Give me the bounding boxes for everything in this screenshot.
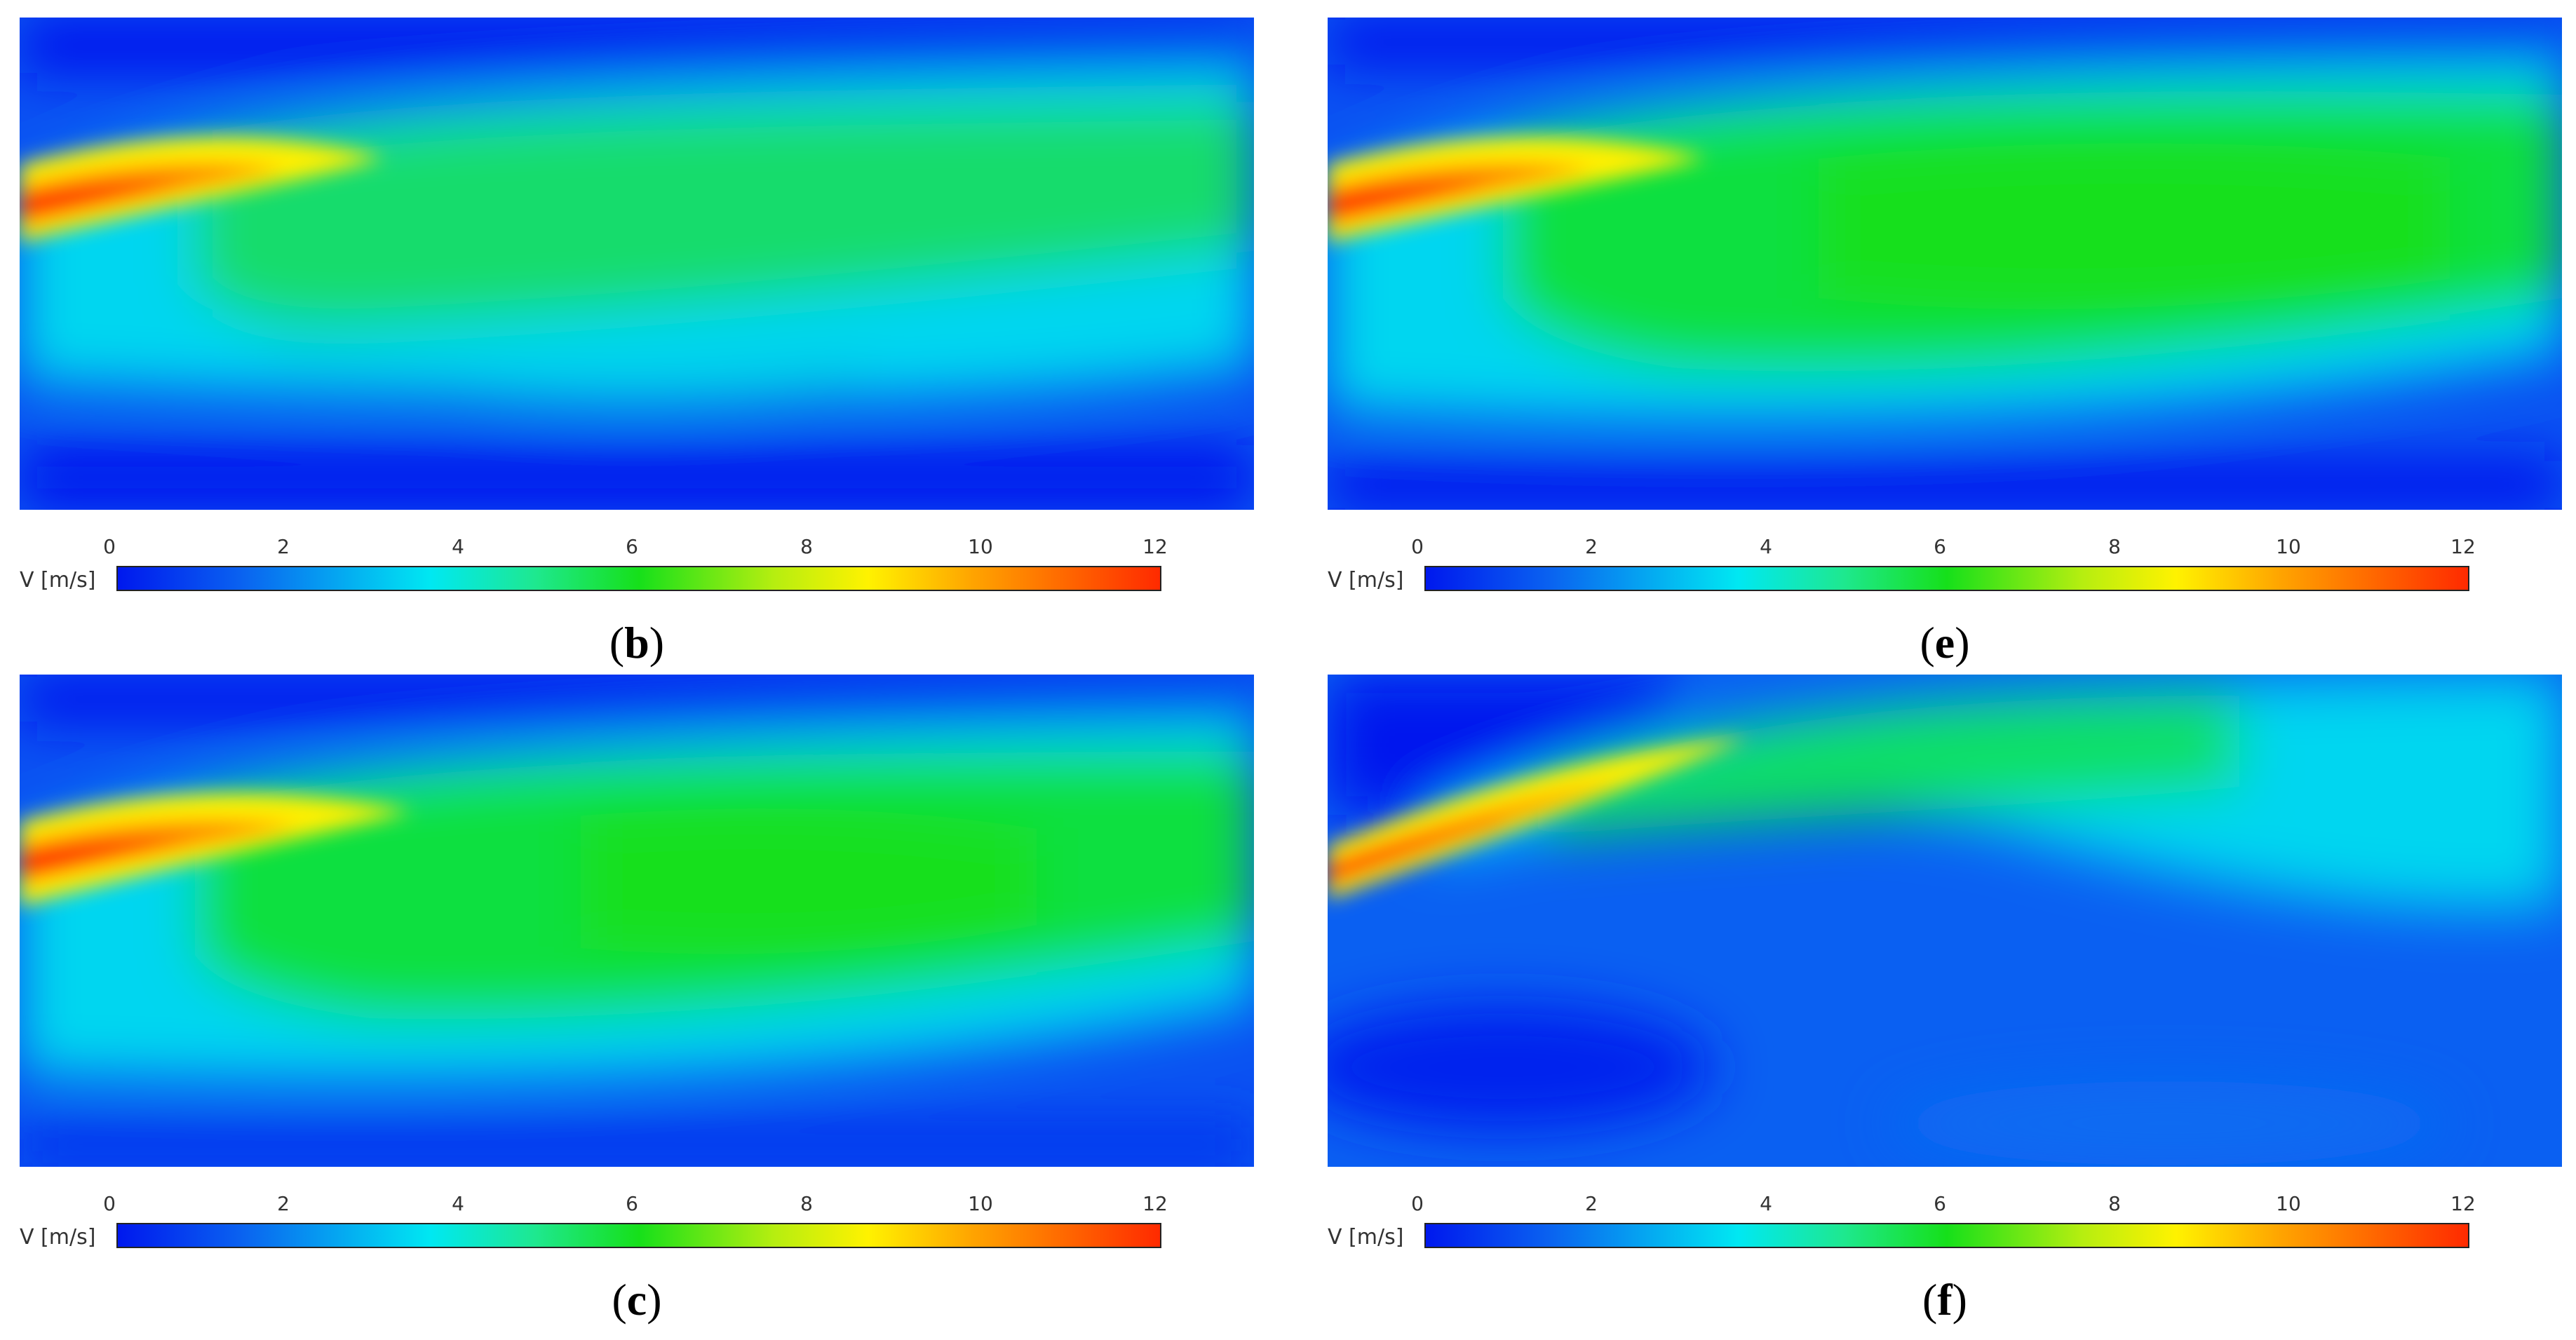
colorbar-tick: 0 bbox=[103, 535, 116, 558]
panel-caption: (e) bbox=[1920, 618, 1970, 668]
colorbar-tick: 4 bbox=[1760, 535, 1772, 558]
colorbar-tick: 12 bbox=[2450, 535, 2476, 558]
colorbar-tick: 2 bbox=[1585, 1192, 1598, 1215]
colorbar-gradient bbox=[116, 566, 1161, 591]
colorbar-tick: 10 bbox=[2276, 535, 2301, 558]
colorbar-tick: 8 bbox=[800, 1192, 813, 1215]
colorbar-label: V [m/s] bbox=[20, 1225, 96, 1250]
colorbar-tick: 8 bbox=[2108, 1192, 2121, 1215]
velocity-field-plot-e bbox=[1328, 18, 2562, 510]
panel-caption: (c) bbox=[612, 1275, 662, 1325]
colorbar-tick: 4 bbox=[1760, 1192, 1772, 1215]
panel-caption: (f) bbox=[1922, 1275, 1967, 1325]
colorbar-tick: 2 bbox=[277, 535, 290, 558]
colorbar-label: V [m/s] bbox=[20, 568, 96, 593]
colorbar-label: V [m/s] bbox=[1328, 568, 1404, 593]
velocity-field-plot-b bbox=[20, 18, 1254, 510]
velocity-field-plot-c bbox=[20, 675, 1254, 1167]
panel-e: 0 2 4 6 8 10 12 V [m/s] (e) bbox=[1328, 18, 2562, 677]
colorbar-tick: 0 bbox=[1411, 1192, 1424, 1215]
colorbar-tick: 6 bbox=[626, 535, 638, 558]
colorbar-gradient bbox=[1424, 566, 2469, 591]
colorbar-ticks: 0 2 4 6 8 10 12 bbox=[1328, 1192, 2562, 1220]
velocity-field-plot-f bbox=[1328, 675, 2562, 1167]
colorbar-tick: 6 bbox=[1934, 535, 1946, 558]
panel-b: 0 2 4 6 8 10 12 V [m/s] (b) bbox=[20, 18, 1254, 677]
colorbar-gradient bbox=[1424, 1223, 2469, 1248]
colorbar-tick: 12 bbox=[2450, 1192, 2476, 1215]
panel-caption: (b) bbox=[609, 618, 665, 668]
colorbar-tick: 2 bbox=[1585, 535, 1598, 558]
colorbar-tick: 10 bbox=[968, 1192, 993, 1215]
colorbar-tick: 6 bbox=[1934, 1192, 1946, 1215]
colorbar-tick: 0 bbox=[1411, 535, 1424, 558]
colorbar-ticks: 0 2 4 6 8 10 12 bbox=[1328, 535, 2562, 563]
colorbar-tick: 8 bbox=[2108, 535, 2121, 558]
colorbar-tick: 8 bbox=[800, 535, 813, 558]
colorbar-ticks: 0 2 4 6 8 10 12 bbox=[20, 535, 1254, 563]
colorbar-gradient bbox=[116, 1223, 1161, 1248]
colorbar-tick: 4 bbox=[452, 1192, 464, 1215]
colorbar-tick: 10 bbox=[968, 535, 993, 558]
colorbar-tick: 12 bbox=[1142, 1192, 1168, 1215]
panel-f: 0 2 4 6 8 10 12 V [m/s] (f) bbox=[1328, 675, 2562, 1334]
colorbar-label: V [m/s] bbox=[1328, 1225, 1404, 1250]
colorbar-tick: 4 bbox=[452, 535, 464, 558]
colorbar-ticks: 0 2 4 6 8 10 12 bbox=[20, 1192, 1254, 1220]
panel-c: 0 2 4 6 8 10 12 V [m/s] (c) bbox=[20, 675, 1254, 1334]
colorbar-tick: 10 bbox=[2276, 1192, 2301, 1215]
colorbar-tick: 12 bbox=[1142, 535, 1168, 558]
colorbar-tick: 2 bbox=[277, 1192, 290, 1215]
colorbar-tick: 0 bbox=[103, 1192, 116, 1215]
colorbar-tick: 6 bbox=[626, 1192, 638, 1215]
